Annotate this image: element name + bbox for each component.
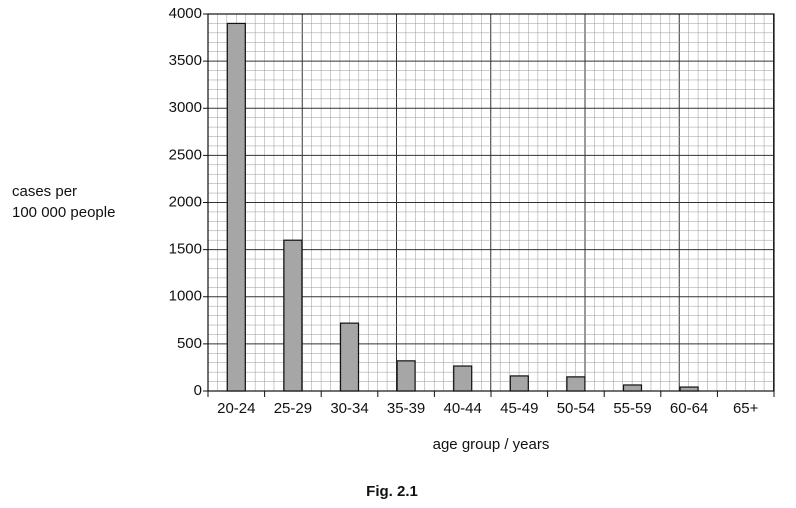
x-tick-label: 20-24 [217, 400, 255, 417]
x-tick-label: 35-39 [387, 400, 425, 417]
y-axis-label: cases per [12, 183, 77, 200]
y-axis-label: 100 000 people [12, 204, 115, 221]
y-tick-label: 4000 [169, 5, 202, 22]
bar [509, 375, 529, 392]
y-tick-label: 1500 [169, 241, 202, 258]
y-tick-label: 2500 [169, 146, 202, 163]
bar [339, 322, 360, 392]
y-tick-label: 3500 [169, 52, 202, 69]
bar [453, 365, 473, 392]
y-tick-label: 3000 [169, 99, 202, 116]
bar [679, 386, 699, 392]
x-tick-label: 30-34 [330, 400, 368, 417]
x-tick-label: 45-49 [500, 400, 538, 417]
bar [566, 376, 586, 392]
x-tick-label: 55-59 [613, 400, 651, 417]
y-tick-label: 0 [194, 382, 202, 399]
y-tick-label: 2000 [169, 193, 202, 210]
bar [396, 360, 416, 392]
caption: Fig. 2.1 [366, 483, 418, 500]
y-tick-label: 1000 [169, 288, 202, 305]
bar [283, 239, 303, 392]
bar [622, 384, 643, 392]
y-tick-label: 500 [177, 335, 202, 352]
x-tick-label: 40-44 [444, 400, 482, 417]
x-tick-label: 65+ [733, 400, 759, 417]
x-tick-label: 60-64 [670, 400, 708, 417]
x-tick-label: 25-29 [274, 400, 312, 417]
bar [226, 22, 246, 392]
x-axis-label: age group / years [433, 436, 550, 453]
x-tick-label: 50-54 [557, 400, 595, 417]
